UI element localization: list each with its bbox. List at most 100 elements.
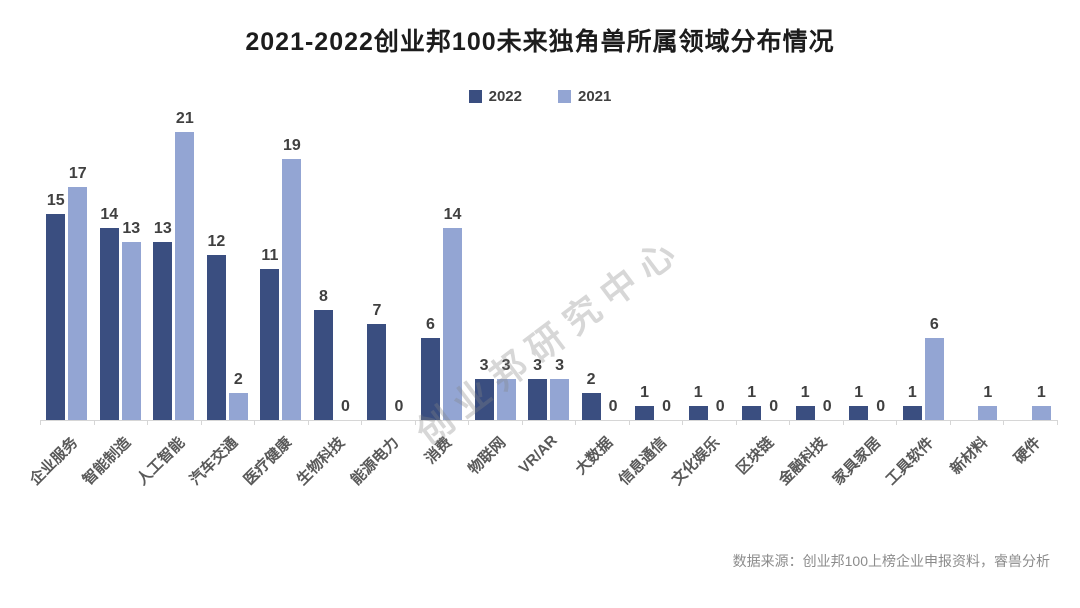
bar-slot-2022: 15 — [46, 111, 66, 420]
value-label: 3 — [533, 357, 542, 374]
bar-slot-2021: 1 — [1031, 111, 1051, 420]
value-label: 21 — [175, 110, 194, 127]
category-label: 新材料 — [947, 434, 991, 478]
bar-slot-2022: 1 — [902, 111, 922, 420]
bar-slot-2022: 3 — [474, 111, 494, 420]
axis-tick — [521, 420, 523, 425]
bar-2021 — [550, 379, 570, 420]
bar-slot-2021: 3 — [550, 111, 570, 420]
bar-group: 1 0 金融科技 — [776, 111, 843, 489]
bar-group: 1 0 信息通信 — [615, 111, 683, 489]
legend-item-2022: 2022 — [468, 88, 522, 105]
value-label: 0 — [876, 398, 886, 415]
bar-2021 — [978, 406, 998, 420]
bar-group: 1 0 文化娱乐 — [669, 111, 736, 489]
axis-tick — [40, 420, 41, 425]
axis-tick — [628, 420, 630, 425]
bar-group: 13 21 人工智能 — [134, 110, 201, 489]
bar-slot-2021: 13 — [121, 111, 141, 420]
value-label: 6 — [426, 316, 435, 333]
category-label: 大数据 — [572, 434, 617, 478]
category-label: 信息通信 — [615, 434, 670, 489]
axis-tick — [1003, 420, 1005, 425]
bar-2022 — [795, 406, 815, 420]
x-axis-ticks — [40, 420, 1058, 425]
bar-slot-2022: 1 — [688, 111, 708, 420]
category-label: 区块链 — [732, 434, 777, 478]
value-label: 1 — [854, 384, 864, 401]
value-label: 13 — [153, 220, 172, 237]
bar-slot-2022 — [956, 111, 975, 420]
value-label: 17 — [68, 165, 87, 182]
bar-group: 1 0 家具家居 — [829, 111, 897, 489]
value-label: 6 — [929, 316, 939, 333]
value-label: 1 — [640, 384, 650, 401]
category-label: 智能制造 — [79, 434, 135, 489]
value-label: 0 — [822, 398, 832, 415]
bar-2021 — [282, 159, 302, 420]
axis-tick — [93, 420, 95, 425]
bar-slot-2022: 11 — [260, 111, 280, 420]
value-label: 0 — [394, 398, 404, 415]
value-label: 7 — [372, 302, 382, 319]
bar-slot-2022: 1 — [795, 111, 815, 420]
value-label: 12 — [207, 233, 226, 250]
bar-2022 — [581, 393, 601, 420]
bar-2021 — [496, 379, 516, 420]
legend-label-2022: 2022 — [488, 88, 522, 105]
bar-slot-2021: 0 — [764, 111, 783, 420]
bar-2022 — [99, 228, 119, 420]
bar-2022 — [46, 214, 66, 420]
axis-tick — [200, 420, 202, 425]
bar-slot-2022: 12 — [206, 111, 226, 420]
bar-group: 3 3 VR/AR — [516, 111, 576, 477]
bar-2022 — [474, 379, 494, 420]
category-label: VR/AR — [515, 432, 561, 478]
legend-swatch-2021-icon — [558, 90, 571, 103]
axis-tick — [896, 420, 898, 425]
bar-slot-2021: 0 — [818, 111, 837, 420]
bar-2022 — [367, 324, 387, 420]
value-label: 2 — [586, 371, 596, 388]
legend: 2022 2021 — [0, 88, 1080, 105]
bar-group: 1 0 区块链 — [733, 111, 790, 478]
axis-tick — [307, 420, 309, 425]
category-label: 物联网 — [465, 434, 510, 478]
bar-slot-2021: 19 — [282, 111, 302, 420]
bar-slot-2021: 3 — [496, 111, 516, 420]
bar-slot-2021: 2 — [228, 111, 248, 420]
value-label: 0 — [769, 398, 779, 415]
bar-groups: 15 17 企业服务 14 13 智能制造 13 21 人工智能 12 2 汽车交通 11 19 医疗健康 8… — [26, 110, 1057, 489]
value-label: 1 — [800, 384, 810, 401]
bar-group: 8 0 生物科技 — [294, 111, 362, 489]
bar-slot-2021: 21 — [175, 110, 195, 420]
bar-2021 — [175, 132, 195, 420]
axis-tick — [414, 420, 416, 425]
category-label: 消费 — [422, 434, 456, 468]
bar-slot-2022: 8 — [313, 111, 333, 420]
value-label: 3 — [555, 357, 564, 374]
value-label: 14 — [100, 206, 119, 223]
category-label: 汽车交通 — [187, 434, 242, 489]
bar-group: 11 19 医疗健康 — [241, 111, 308, 489]
value-label: 0 — [662, 398, 672, 415]
axis-tick — [147, 420, 149, 425]
bar-slot-2022 — [1010, 111, 1029, 420]
bar-slot-2022: 3 — [528, 111, 548, 420]
category-label: 金融科技 — [775, 434, 831, 489]
bar-group: 1 6 工具软件 — [883, 111, 951, 489]
bar-slot-2021: 0 — [871, 111, 890, 420]
bar-2022 — [206, 255, 226, 420]
value-label: 13 — [122, 220, 141, 237]
bar-slot-2021: 0 — [657, 111, 676, 420]
value-label: 0 — [715, 398, 725, 415]
bar-slot-2022: 7 — [367, 111, 387, 420]
value-label: 1 — [983, 384, 993, 401]
bar-2022 — [313, 310, 333, 420]
value-label: 1 — [747, 384, 757, 401]
bar-group: 3 3 物联网 — [465, 111, 522, 478]
bar-2022 — [742, 406, 762, 420]
bar-slot-2022: 6 — [420, 111, 440, 420]
bar-2022 — [849, 406, 869, 420]
value-label: 14 — [443, 206, 462, 223]
